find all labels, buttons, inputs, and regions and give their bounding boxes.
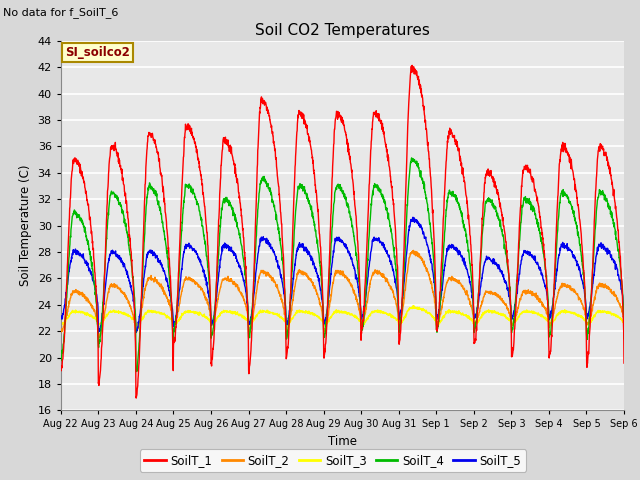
X-axis label: Time: Time: [328, 435, 357, 448]
Y-axis label: Soil Temperature (C): Soil Temperature (C): [19, 165, 32, 287]
Text: No data for f_SoilT_6: No data for f_SoilT_6: [3, 7, 118, 18]
Legend: SoilT_1, SoilT_2, SoilT_3, SoilT_4, SoilT_5: SoilT_1, SoilT_2, SoilT_3, SoilT_4, Soil…: [140, 449, 526, 472]
Text: SI_soilco2: SI_soilco2: [65, 47, 130, 60]
Title: Soil CO2 Temperatures: Soil CO2 Temperatures: [255, 23, 430, 38]
